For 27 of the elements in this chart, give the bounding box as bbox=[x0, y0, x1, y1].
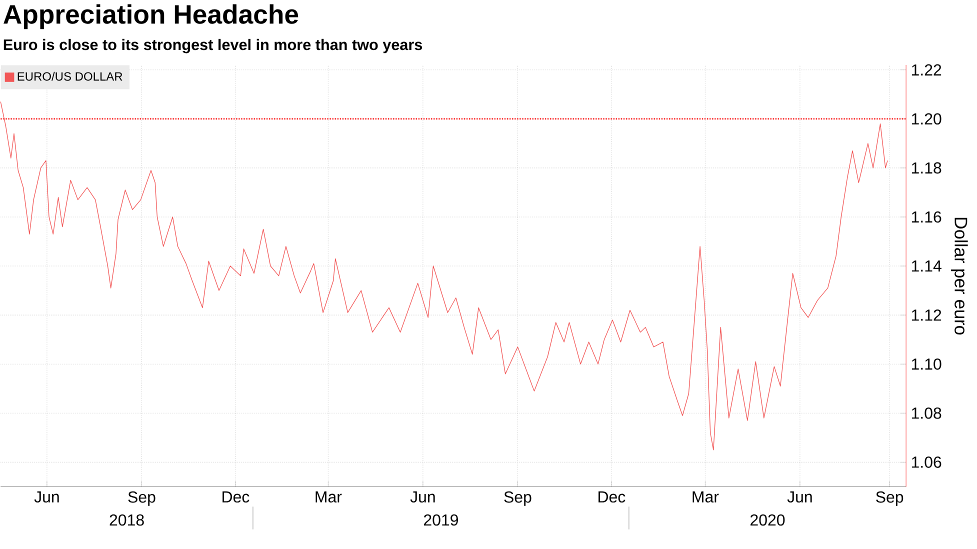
chart-title: Appreciation Headache bbox=[4, 4, 298, 30]
y-tick-label: 1.14 bbox=[912, 260, 942, 272]
x-tick-label: Jun bbox=[410, 492, 435, 503]
y-tick-label: 1.18 bbox=[912, 162, 942, 174]
x-tick-label: Sep bbox=[128, 492, 156, 506]
line-series bbox=[0, 102, 888, 450]
x-tick-label: Jun bbox=[787, 492, 812, 503]
y-tick-label: 1.12 bbox=[912, 310, 942, 321]
x-tick-label: Sep bbox=[876, 492, 904, 506]
y-tick-label: 1.10 bbox=[912, 358, 942, 370]
x-tick-label: Dec bbox=[598, 492, 626, 503]
text: 2018 bbox=[110, 514, 144, 526]
chart-subtitle: Euro is close to its strongest level in more than two years bbox=[4, 39, 422, 54]
legend-label: EURO/US DOLLAR bbox=[18, 72, 122, 81]
x-tick-label: Jun bbox=[34, 492, 59, 503]
y-tick-label: 1.08 bbox=[912, 408, 942, 419]
x-tick-label: Mar bbox=[316, 492, 342, 503]
y-tick-label: 1.16 bbox=[912, 211, 942, 223]
x-tick-label: Mar bbox=[692, 492, 719, 503]
y-tick-label: 1.22 bbox=[912, 64, 942, 76]
y-tick-label: 1.06 bbox=[912, 456, 942, 468]
y-tick-label: 1.20 bbox=[912, 113, 942, 125]
y-axis-title: Dollar per euro bbox=[951, 218, 968, 335]
x-tick-label: Dec bbox=[222, 492, 250, 503]
text: 2019 bbox=[424, 514, 458, 526]
text: 2020 bbox=[750, 514, 785, 526]
x-tick-label: Sep bbox=[504, 492, 532, 506]
